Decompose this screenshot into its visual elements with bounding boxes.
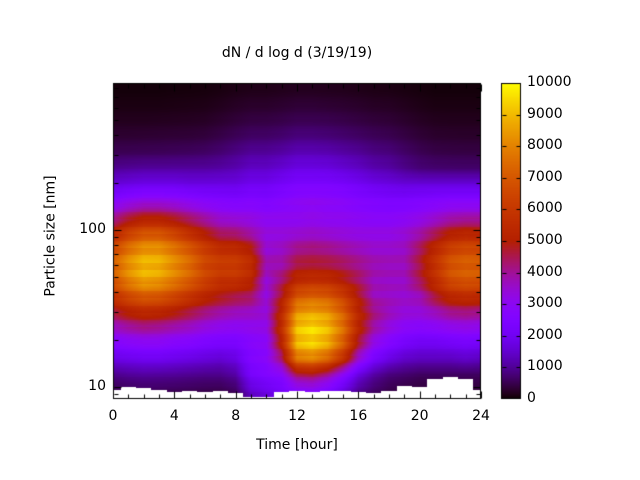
colorbar-tick-label: 9000 (527, 105, 563, 122)
y-tick-label: 100 (79, 221, 106, 237)
x-tick-label: 0 (108, 408, 118, 424)
x-tick-label: 16 (349, 408, 368, 424)
x-axis-label: Time [hour] (256, 437, 338, 453)
x-tick-label: 20 (410, 408, 429, 424)
colorbar-tick-label: 8000 (527, 137, 563, 154)
colorbar-tick-label: 7000 (527, 168, 563, 185)
y-axis-label: Particle size [nm] (42, 175, 59, 297)
colorbar-tick-label: 0 (527, 390, 536, 406)
colorbar-tick-label: 6000 (527, 200, 563, 217)
colorbar-tick-label: 5000 (527, 232, 563, 248)
colorbar-tick-label: 4000 (527, 263, 563, 280)
x-tick-label: 4 (169, 408, 179, 424)
chart-title: dN / d log d (3/19/19) (221, 45, 373, 61)
colorbar-tick-label: 1000 (527, 358, 563, 375)
y-tick-label: 10 (88, 378, 106, 394)
colorbar-tick-label: 2000 (527, 326, 563, 343)
colorbar-tick-label: 3000 (527, 295, 563, 312)
colorbar-tick-label: 10000 (527, 74, 572, 90)
x-tick-label: 8 (231, 408, 241, 424)
x-tick-label: 12 (288, 408, 306, 424)
x-tick-label: 24 (472, 408, 490, 424)
